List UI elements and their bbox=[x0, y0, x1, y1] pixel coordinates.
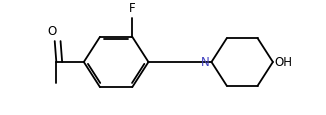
Text: O: O bbox=[48, 25, 57, 38]
Text: OH: OH bbox=[274, 56, 292, 69]
Text: F: F bbox=[129, 2, 136, 15]
Text: N: N bbox=[201, 56, 210, 69]
